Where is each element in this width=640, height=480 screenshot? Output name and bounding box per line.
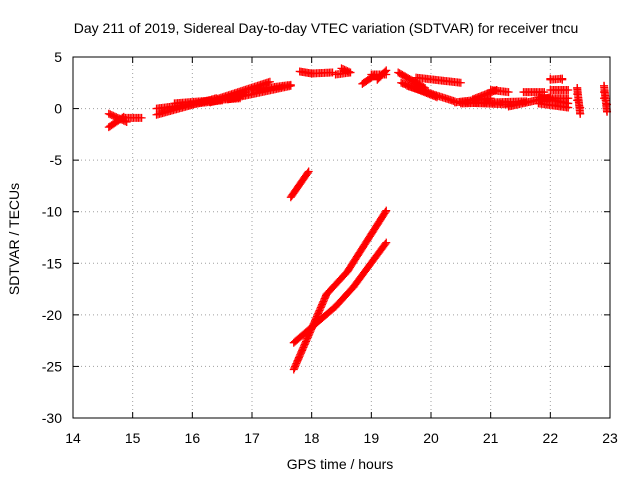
y-tick-label: -30 [42,410,62,426]
data-point [546,74,555,83]
y-tick-label: -25 [42,358,62,374]
data-point [286,80,295,89]
y-tick-label: 0 [54,101,62,117]
tick-layer [72,56,611,419]
data-point [122,117,131,126]
data-point [564,99,573,108]
x-tick-label: 15 [125,430,141,446]
grid-layer [73,57,610,418]
data-point [564,86,573,95]
data-point [558,75,567,84]
y-tick-label: -10 [42,204,62,220]
data-point [304,167,313,176]
y-axis-label: SDTVAR / TECUs [6,183,22,295]
x-tick-label: 16 [185,430,201,446]
x-tick-label: 17 [244,430,260,446]
y-tick-label: -5 [50,152,63,168]
data-point [381,239,390,248]
x-tick-label: 21 [483,430,499,446]
chart-title: Day 211 of 2019, Sidereal Day-to-day VTE… [74,20,578,36]
plot-frame [72,56,611,419]
y-tick-label: 5 [54,49,62,65]
data-point [344,67,353,76]
data-point [504,88,513,97]
x-tick-label: 18 [304,430,320,446]
data-point [456,78,465,87]
data-point [121,117,130,126]
x-tick-label: 14 [65,430,81,446]
x-axis-label: GPS time / hours [287,456,394,472]
data-point [573,96,582,105]
x-tick-label: 19 [364,430,380,446]
x-tick-label: 22 [543,430,559,446]
x-tick-label: 20 [423,430,439,446]
data-point [382,66,391,75]
data-point [303,168,312,177]
data-layer [104,64,612,374]
data-point [346,68,355,77]
y-tick-label: -20 [42,307,62,323]
tick-label-layer: 14 15 16 17 18 19 20 21 22 23 5 0 -5 -10 -15 -20 -25 -30 [42,49,618,446]
data-point [576,109,585,118]
data-point [600,94,609,103]
y-tick-label: -15 [42,255,62,271]
data-point [382,238,391,247]
data-point [381,67,390,76]
data-point [381,208,390,217]
data-point [137,113,146,122]
data-point [382,206,391,215]
x-tick-label: 23 [602,430,618,446]
